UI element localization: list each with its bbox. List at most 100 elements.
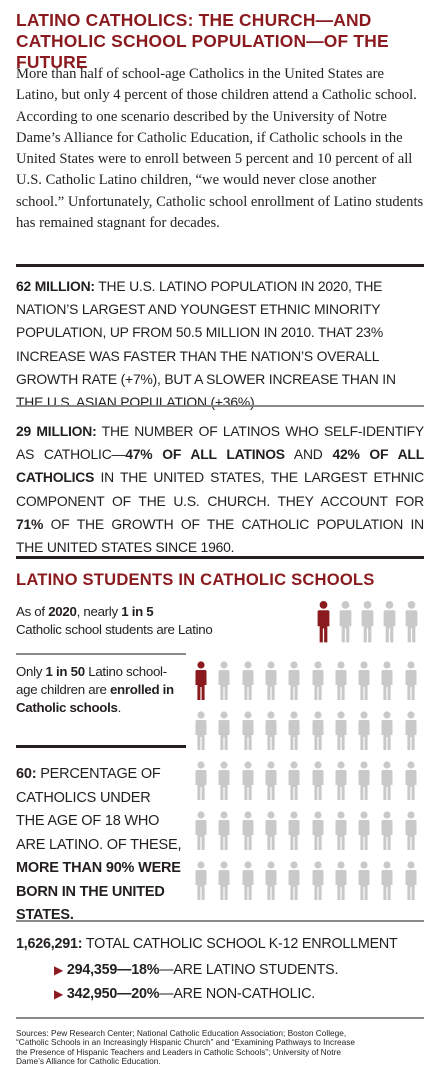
stat-1-in-50: Only 1 in 50 Latino school-age children … <box>16 663 184 717</box>
fact-highlight: 47% OF ALL LATINOS <box>125 446 285 463</box>
person-icon <box>380 760 394 802</box>
divider <box>16 405 424 407</box>
enrollment-text: —ARE NON-CATHOLIC. <box>159 986 316 1002</box>
stat-highlight: MORE THAN 90% WERE BORN IN THE UNITED ST… <box>16 860 181 923</box>
stat-highlight: 1 in 50 <box>45 664 86 679</box>
enrollment-total: 1,626,291: TOTAL CATHOLIC SCHOOL K-12 EN… <box>16 933 424 955</box>
person-icon <box>380 710 394 752</box>
person-icon <box>360 600 375 644</box>
person-icon <box>382 600 397 644</box>
stat-lead: 60: <box>16 766 37 782</box>
fact-lead: 62 MILLION: <box>16 278 95 294</box>
person-icon <box>264 860 278 902</box>
enrollment-highlight: 294,359—18% <box>66 962 160 978</box>
person-icon <box>380 860 394 902</box>
person-icon <box>404 600 419 644</box>
stat-highlight: enrolled in Catholic schools <box>16 682 174 715</box>
section-title-latino-catholics: LATINO CATHOLICS: THE CHURCH—AND CATHOLI… <box>16 10 389 72</box>
person-icon <box>404 660 418 702</box>
sources-note: Sources: Pew Research Center; National C… <box>16 1028 355 1067</box>
person-icon <box>264 810 278 852</box>
stat-text: Catholic school students are Latino <box>16 622 213 637</box>
person-icon <box>334 710 348 752</box>
person-icon <box>287 860 301 902</box>
person-icon <box>194 860 208 902</box>
person-icon <box>264 660 278 702</box>
fact-text: THE NUMBER OF LATINOS WHO SELF-IDENTIFY … <box>16 423 424 463</box>
stat-text: Only <box>16 664 46 679</box>
person-icon <box>241 860 255 902</box>
enrollment-text: TOTAL CATHOLIC SCHOOL K-12 ENROLLMENT <box>82 936 398 952</box>
person-icon <box>404 810 418 852</box>
person-icon <box>380 810 394 852</box>
person-icon <box>287 660 301 702</box>
person-icon <box>311 660 325 702</box>
fact-highlight: 42% OF ALL CATHOLICS <box>16 446 425 486</box>
person-icon <box>404 760 418 802</box>
person-icon <box>311 810 325 852</box>
person-icon <box>194 710 208 752</box>
divider <box>16 653 186 655</box>
stat-highlight: 2020 <box>48 604 77 619</box>
person-icon <box>194 760 208 802</box>
fact-29-million: 29 MILLION: THE NUMBER OF LATINOS WHO SE… <box>16 420 424 559</box>
divider <box>16 556 424 559</box>
person-icon <box>287 810 301 852</box>
person-icon <box>287 710 301 752</box>
person-icon <box>334 660 348 702</box>
person-icon <box>357 660 371 702</box>
divider <box>16 745 186 748</box>
person-icon <box>217 860 231 902</box>
enrollment-latino: ▶ 294,359—18%—ARE LATINO STUDENTS. <box>54 959 424 981</box>
enrollment-highlight: 342,950—20% <box>66 986 160 1002</box>
person-icon <box>241 810 255 852</box>
stat-highlight: 1 in 5 <box>121 604 154 619</box>
enrollment-text: —ARE LATINO STUDENTS. <box>159 962 339 978</box>
person-icon <box>334 760 348 802</box>
stat-text: , nearly <box>76 604 122 619</box>
person-icon <box>217 710 231 752</box>
stat-text: Latino school-age children are <box>16 664 167 697</box>
person-icon <box>357 810 371 852</box>
divider <box>16 1017 424 1019</box>
person-icon <box>357 760 371 802</box>
person-icon <box>287 760 301 802</box>
stat-60-percent: 60: PERCENTAGE OF CATHOLICS UNDER THE AG… <box>16 763 182 928</box>
fact-62-million: 62 MILLION: THE U.S. LATINO POPULATION I… <box>16 275 424 414</box>
bullet-triangle-icon: ▶ <box>54 987 64 1001</box>
person-icon <box>241 710 255 752</box>
stat-1-in-5: As of 2020, nearly 1 in 5 Catholic school… <box>16 603 216 639</box>
person-icon <box>357 860 371 902</box>
people-row-1-in-5 <box>16 600 424 648</box>
section-title-latino-students: LATINO STUDENTS IN CATHOLIC SCHOOLS <box>16 570 375 589</box>
person-icon <box>380 660 394 702</box>
person-icon <box>404 860 418 902</box>
person-icon <box>357 710 371 752</box>
fact-text: THE U.S. LATINO POPULATION IN 2020, THE … <box>16 278 396 411</box>
person-icon <box>241 660 255 702</box>
fact-highlight: 71% <box>16 515 44 532</box>
stat-text: . <box>117 700 122 715</box>
person-icon <box>316 600 331 644</box>
fact-lead: 29 MILLION: <box>16 423 97 439</box>
enrollment-non-catholic: ▶ 342,950—20%—ARE NON-CATHOLIC. <box>54 983 424 1005</box>
stat-text: PERCENTAGE OF CATHOLICS UNDER THE AGE OF… <box>16 766 182 853</box>
divider <box>16 264 424 267</box>
person-icon <box>217 810 231 852</box>
fact-text: OF THE GROWTH OF THE CATHOLIC POPULATION… <box>16 515 424 556</box>
bullet-triangle-icon: ▶ <box>54 963 64 977</box>
person-icon <box>194 660 208 702</box>
person-icon <box>217 660 231 702</box>
person-icon <box>311 860 325 902</box>
divider <box>16 920 424 922</box>
intro-paragraph: More than half of school-age Catholics i… <box>16 66 424 232</box>
person-icon <box>264 760 278 802</box>
fact-text: IN THE UNITED STATES, THE LARGEST ETHNIC… <box>16 469 424 509</box>
person-icon <box>264 710 278 752</box>
enrollment-lead: 1,626,291: <box>16 936 83 952</box>
person-icon <box>334 860 348 902</box>
person-icon <box>311 760 325 802</box>
stat-text: As of <box>16 604 49 619</box>
person-icon <box>334 810 348 852</box>
person-icon <box>217 760 231 802</box>
